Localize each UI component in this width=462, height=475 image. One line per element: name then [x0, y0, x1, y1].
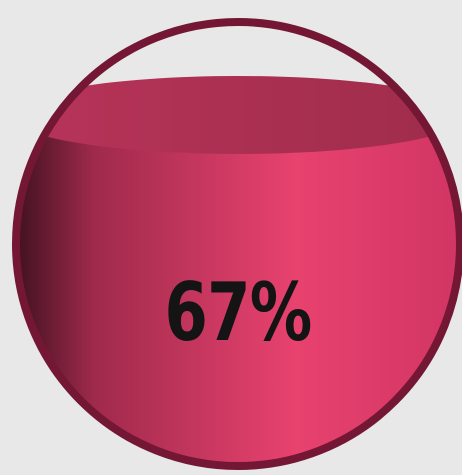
percent-label: 67%	[164, 266, 312, 359]
liquid-surface	[16, 75, 460, 154]
gauge-rim	[12, 18, 462, 470]
